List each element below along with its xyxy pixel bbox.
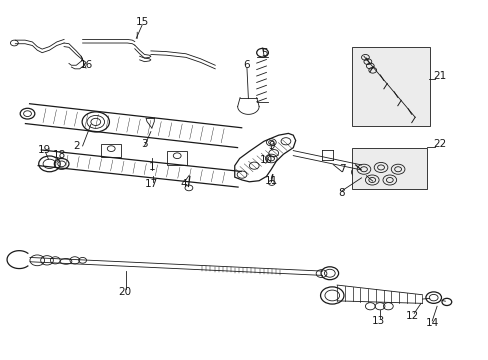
Text: 18: 18 bbox=[53, 150, 66, 160]
Text: 7: 7 bbox=[338, 164, 345, 174]
Text: 22: 22 bbox=[432, 139, 445, 149]
Text: 3: 3 bbox=[141, 139, 147, 149]
Text: 8: 8 bbox=[338, 188, 345, 198]
Text: 9: 9 bbox=[267, 141, 274, 151]
Bar bbox=[351, 47, 429, 126]
Text: 15: 15 bbox=[135, 17, 148, 27]
Text: 1: 1 bbox=[148, 162, 155, 172]
Text: 11: 11 bbox=[264, 176, 277, 186]
Text: 16: 16 bbox=[79, 60, 92, 70]
Text: 17: 17 bbox=[145, 179, 158, 189]
Text: 12: 12 bbox=[405, 311, 419, 321]
Text: 21: 21 bbox=[432, 71, 445, 81]
Text: 4: 4 bbox=[180, 179, 186, 189]
Text: 13: 13 bbox=[371, 316, 385, 325]
Text: 5: 5 bbox=[260, 48, 267, 58]
Text: 19: 19 bbox=[38, 144, 51, 154]
Text: 10: 10 bbox=[259, 155, 272, 165]
Text: 6: 6 bbox=[243, 60, 250, 70]
Text: 2: 2 bbox=[73, 141, 80, 151]
Text: 14: 14 bbox=[425, 319, 438, 328]
Text: 20: 20 bbox=[118, 287, 131, 297]
Bar bbox=[351, 148, 427, 189]
